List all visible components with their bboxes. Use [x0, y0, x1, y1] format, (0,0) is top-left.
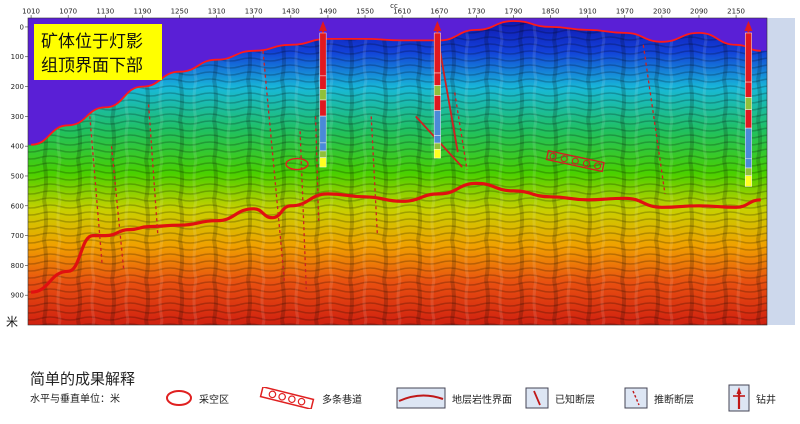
- y-tick-label-9: 900: [11, 292, 24, 300]
- y-tick-label-1: 100: [11, 53, 24, 61]
- x-tick-label-17: 2030: [653, 8, 671, 16]
- legend-item-goaf: 采空区: [165, 388, 229, 408]
- inferred-fault-0: [89, 116, 103, 266]
- y-tick-label-5: 500: [11, 172, 24, 180]
- legend-item-well: 钻井: [728, 384, 776, 412]
- x-tick-label-13: 1790: [505, 8, 523, 16]
- annotation-line-2: 组顶界面下部: [41, 56, 143, 76]
- legend-item-roadway: 多条巷道: [258, 387, 362, 409]
- x-tick-label-0: 1010: [22, 8, 40, 16]
- x-axis-title: cc: [390, 2, 398, 10]
- well-0: [318, 20, 327, 168]
- inferred-fault-1: [110, 146, 125, 272]
- annotation-callout: 矿体位于灯影 组顶界面下部: [34, 24, 162, 80]
- earth-columns: [28, 21, 767, 325]
- y-axis: 0 100 200 300 400 500 600 700 800 900: [11, 23, 28, 300]
- x-tick-label-2: 1130: [96, 8, 114, 16]
- interface-icon: [396, 387, 446, 409]
- legend-title: 简单的成果解释: [30, 370, 136, 388]
- legend-units: 水平与垂直单位：米: [30, 394, 120, 405]
- well-icon: [728, 384, 750, 412]
- well-1: [433, 20, 442, 159]
- y-tick-label-4: 400: [11, 143, 24, 151]
- well-2: [744, 20, 753, 187]
- x-tick-label-16: 1970: [616, 8, 634, 16]
- x-tick-label-11: 1670: [430, 8, 448, 16]
- legend-label-known-fault: 已知断层: [555, 394, 595, 406]
- inferred-fault-5: [314, 116, 320, 221]
- x-tick-label-15: 1910: [579, 8, 597, 16]
- y-tick-label-0: 0: [20, 23, 24, 31]
- wells: [318, 20, 753, 187]
- roadway-icon: [259, 387, 315, 409]
- air-region: [28, 18, 767, 145]
- inferred-fault-icon: [624, 387, 648, 409]
- inferred-fault-8: [642, 44, 666, 194]
- x-axis: 1010 1070 1130 1190 1250 1310 1370 1430 1490 1550…: [22, 8, 745, 18]
- coal-interface-line: [30, 181, 761, 294]
- legend-label-interface: 地层岩性界面: [452, 394, 512, 406]
- x-tick-label-10: 1610: [393, 8, 411, 16]
- x-tick-label-12: 1730: [467, 8, 485, 16]
- goaf-0: [285, 157, 309, 171]
- x-tick-label-3: 1190: [133, 8, 151, 16]
- known-fault-icon: [525, 387, 549, 409]
- legend-item-interface: 地层岩性界面: [396, 387, 512, 409]
- annotation-line-1: 矿体位于灯影: [41, 32, 143, 52]
- x-tick-label-1: 1070: [59, 8, 77, 16]
- legend-label-well: 钻井: [756, 394, 776, 406]
- y-tick-label-7: 700: [11, 232, 24, 240]
- inferred-fault-4: [299, 131, 307, 290]
- x-tick-label-6: 1370: [245, 8, 263, 16]
- x-tick-label-19: 2150: [727, 8, 745, 16]
- y-tick-label-6: 600: [11, 202, 24, 210]
- legend-label-roadway: 多条巷道: [322, 394, 362, 406]
- goaf-markers: [285, 157, 309, 171]
- x-tick-label-7: 1430: [282, 8, 300, 16]
- goaf-icon: [166, 390, 192, 406]
- x-tick-label-9: 1550: [356, 8, 374, 16]
- inferred-fault-2: [147, 104, 159, 236]
- plot-frame: [27, 17, 768, 326]
- legend-item-inferred-fault: 推断断层: [624, 387, 694, 409]
- surface-profile-line: [31, 20, 761, 146]
- inferred-fault-7: [454, 92, 468, 171]
- y-axis-unit: 米: [6, 315, 18, 329]
- x-tick-label-14: 1850: [542, 8, 560, 16]
- legend-item-known-fault: 已知断层: [525, 387, 595, 409]
- y-tick-label-2: 200: [11, 83, 24, 91]
- x-tick-label-8: 1490: [319, 8, 337, 16]
- roadway-markers: [545, 149, 605, 173]
- x-tick-label-4: 1250: [171, 8, 189, 16]
- inferred-fault-3: [262, 50, 286, 284]
- x-tick-label-5: 1310: [208, 8, 226, 16]
- legend-label-inferred-fault: 推断断层: [654, 394, 694, 406]
- inferred-fault-6: [370, 116, 379, 236]
- roadway: [545, 149, 605, 173]
- legend-label-goaf: 采空区: [199, 394, 229, 406]
- x-tick-label-18: 2090: [690, 8, 708, 16]
- y-tick-label-8: 800: [11, 262, 24, 270]
- y-tick-label-3: 300: [11, 113, 24, 121]
